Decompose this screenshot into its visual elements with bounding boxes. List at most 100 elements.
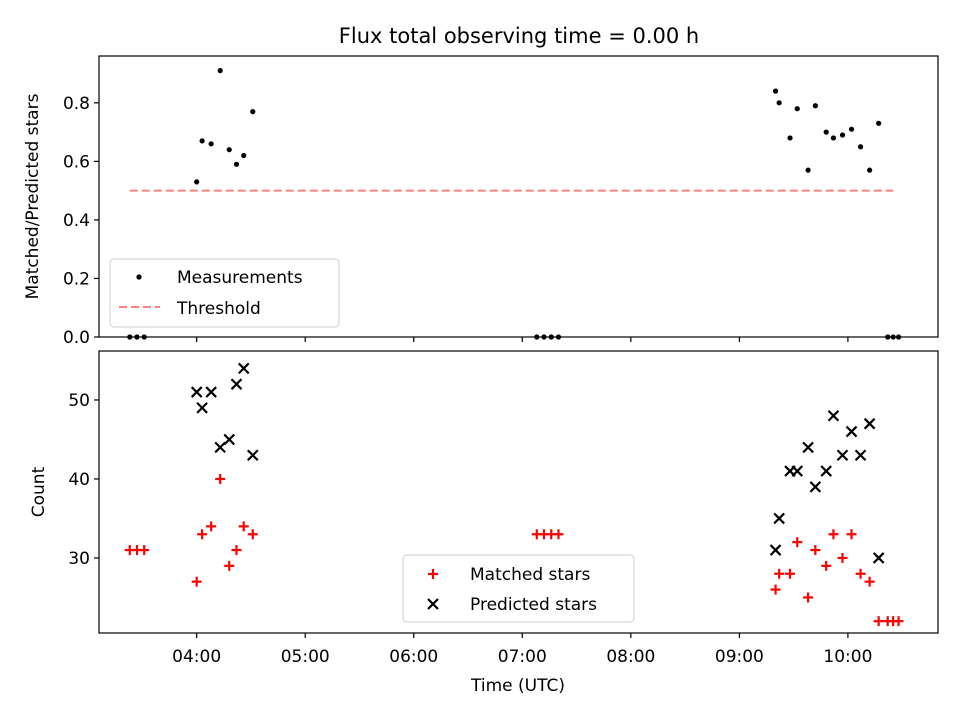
bottom-axes-frame <box>98 350 939 634</box>
measurement-point <box>812 103 818 109</box>
matched-star-point <box>828 529 839 540</box>
measurement-point <box>794 106 800 112</box>
matched-star-point <box>846 529 857 540</box>
bottom-y-tick-label: 30 <box>68 549 90 569</box>
matched-star-point <box>803 592 814 603</box>
measurement-point <box>867 167 873 173</box>
predicted-star-point <box>773 512 785 525</box>
matched-star-point <box>821 560 832 571</box>
measurement-point <box>823 129 829 135</box>
x-tick-label: 04:00 <box>172 647 221 667</box>
matched-star-point <box>774 568 785 579</box>
matched-star-point <box>247 529 258 540</box>
matched-star-point <box>224 560 235 571</box>
top-axes: 0.00.20.40.60.8 Matched/Predicted stars … <box>23 55 939 348</box>
measurement-point <box>876 120 882 126</box>
measurement-point <box>134 334 140 340</box>
matched-star-point <box>139 545 150 556</box>
predicted-star-point <box>791 465 804 477</box>
legend-predicted-marker <box>427 598 439 610</box>
predicted-star-point <box>769 544 782 556</box>
predicted-star-point <box>246 449 259 462</box>
measurements-points <box>127 68 902 340</box>
x-tick-label: 05:00 <box>281 647 330 667</box>
predicted-star-point <box>827 409 840 422</box>
predicted-star-point <box>854 449 867 462</box>
matched-star-point <box>770 584 781 595</box>
matched-star-point <box>810 545 821 556</box>
top-axes-frame <box>98 55 939 338</box>
measurement-point <box>776 100 782 106</box>
top-y-tick-label: 0.2 <box>63 269 90 289</box>
x-tick-label: 09:00 <box>715 647 764 667</box>
chart-title: Flux total observing time = 0.00 h <box>339 24 699 48</box>
x-axis-label: Time (UTC) <box>470 676 565 696</box>
predicted-star-point <box>205 386 217 398</box>
matched-star-point <box>873 616 884 627</box>
bottom-y-tick-label: 50 <box>68 391 90 411</box>
matched-stars-points <box>124 473 904 627</box>
measurement-point <box>895 334 902 340</box>
bottom-x-ticks: 04:00 05:00 06:00 07:00 08:00 09:00 10:00 <box>172 633 872 667</box>
x-tick-label: 07:00 <box>498 647 547 667</box>
matched-star-point <box>197 529 208 540</box>
bottom-y-axis-label: Count <box>29 466 49 517</box>
predicted-star-point <box>836 449 849 462</box>
measurement-point <box>787 135 793 141</box>
matched-star-point <box>864 576 875 587</box>
measurement-point <box>141 334 147 340</box>
measurement-point <box>890 334 896 340</box>
matched-star-point <box>837 552 848 563</box>
legend-threshold-label: Threshold <box>176 299 261 319</box>
predicted-star-point <box>223 433 236 446</box>
legend-measurements-label: Measurements <box>177 268 303 288</box>
measurement-point <box>194 179 200 185</box>
measurement-point <box>548 334 554 340</box>
measurement-point <box>830 135 837 141</box>
measurement-point <box>534 334 540 340</box>
measurement-point <box>772 88 779 94</box>
predicted-star-point <box>196 402 208 414</box>
matched-star-point <box>553 529 564 540</box>
matched-star-point <box>206 521 217 532</box>
top-y-ticks: 0.0 0.2 0.4 0.6 0.8 <box>63 94 99 348</box>
measurement-point <box>250 109 256 115</box>
measurement-point <box>233 161 240 167</box>
matched-star-point <box>792 537 803 548</box>
top-legend: Measurements Threshold <box>109 258 340 328</box>
measurement-point <box>541 334 547 340</box>
predicted-star-point <box>820 465 832 477</box>
top-x-ticks <box>196 337 849 342</box>
matched-star-point <box>215 473 226 484</box>
bottom-y-ticks: 30 40 50 <box>68 391 99 569</box>
predicted-star-point <box>230 378 243 390</box>
matched-star-point <box>893 616 904 627</box>
top-y-tick-label: 0.6 <box>63 152 90 172</box>
measurement-point <box>839 132 846 138</box>
measurement-point <box>805 167 811 173</box>
predicted-star-point <box>845 425 858 438</box>
bottom-legend-box <box>402 554 635 623</box>
measurement-point <box>226 147 232 153</box>
measurement-point <box>885 334 891 340</box>
matched-star-point <box>855 568 866 579</box>
predicted-star-point <box>190 386 203 398</box>
bottom-axes: 30 40 50 04:00 05:00 06:00 07:00 08:00 09:00 10:… <box>29 350 939 696</box>
measurement-point <box>217 68 223 74</box>
legend-measurements-marker <box>136 274 142 280</box>
measurement-point <box>555 334 562 340</box>
legend-predicted-label: Predicted stars <box>470 595 597 615</box>
x-tick-label: 10:00 <box>823 647 872 667</box>
predicted-stars-points <box>190 362 885 564</box>
matched-star-point <box>231 545 242 556</box>
legend-matched-marker <box>428 569 438 579</box>
measurement-point <box>208 141 214 147</box>
x-tick-label: 08:00 <box>606 647 655 667</box>
top-y-tick-label: 0.8 <box>63 94 90 114</box>
bottom-y-tick-label: 40 <box>68 470 90 490</box>
predicted-star-point <box>237 362 250 375</box>
measurement-point <box>199 138 205 144</box>
matched-star-point <box>785 568 796 579</box>
legend-matched-label: Matched stars <box>470 565 590 585</box>
